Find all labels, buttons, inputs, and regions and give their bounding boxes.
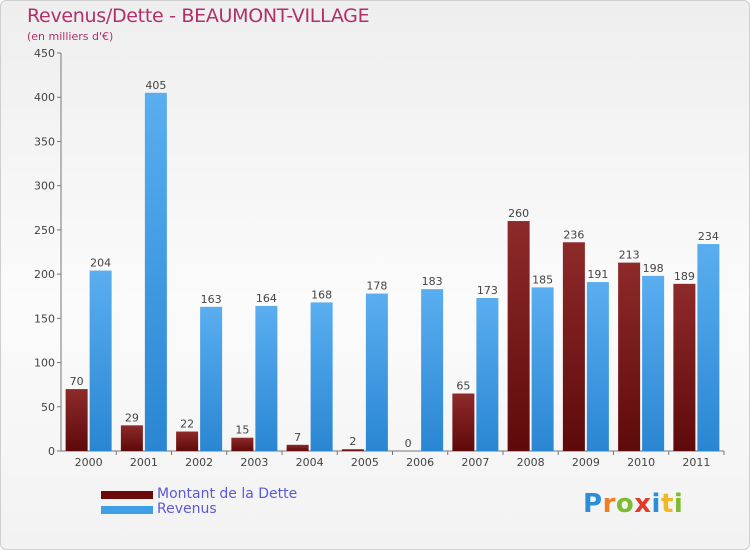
data-label-debt-2004: 7 (294, 431, 301, 444)
bar-revenue-2002 (200, 306, 223, 451)
data-label-revenue-2006: 183 (422, 275, 443, 288)
bar-debt-2011 (673, 283, 696, 451)
chart-title: Revenus/Dette - BEAUMONT-VILLAGE (27, 5, 370, 27)
y-tick-label: 350 (34, 135, 55, 148)
x-tick-label: 2005 (351, 456, 379, 469)
data-label-debt-2001: 29 (125, 411, 139, 424)
bar-debt-2008 (507, 221, 530, 451)
data-label-revenue-2007: 173 (477, 284, 498, 297)
bar-revenue-2005 (365, 293, 388, 451)
y-tick-label: 400 (34, 91, 55, 104)
data-label-revenue-2003: 164 (256, 292, 277, 305)
legend-label-revenue: Revenus (157, 501, 217, 517)
x-tick-label: 2001 (130, 456, 158, 469)
data-label-debt-2011: 189 (674, 270, 695, 283)
data-label-revenue-2010: 198 (643, 262, 664, 275)
y-tick-label: 250 (34, 224, 55, 237)
data-label-revenue-2001: 405 (145, 79, 166, 92)
x-tick-label: 2009 (572, 456, 600, 469)
x-tick-label: 2011 (682, 456, 710, 469)
y-tick-label: 150 (34, 312, 55, 325)
bar-revenue-2006 (421, 289, 444, 451)
x-tick-label: 2007 (461, 456, 489, 469)
y-tick-label: 0 (48, 445, 55, 458)
data-label-debt-2000: 70 (70, 375, 84, 388)
bar-debt-2001 (120, 425, 143, 451)
proxiti-logo: Proxiti (583, 489, 683, 519)
x-tick-label: 2004 (296, 456, 324, 469)
data-label-revenue-2008: 185 (532, 273, 553, 286)
y-tick-label: 300 (34, 180, 55, 193)
bar-debt-2007 (452, 393, 475, 451)
legend-item-revenue: Revenus (101, 502, 297, 517)
logo-letter: P (583, 489, 603, 519)
bar-revenue-2000 (89, 270, 112, 451)
logo-letter: i (651, 489, 661, 519)
y-tick-label: 50 (41, 401, 55, 414)
data-label-debt-2008: 260 (508, 207, 529, 220)
data-label-revenue-2009: 191 (587, 268, 608, 281)
bar-debt-2003 (231, 437, 254, 451)
data-label-revenue-2004: 168 (311, 288, 332, 301)
logo-letter: t (660, 489, 674, 519)
data-label-debt-2002: 22 (180, 418, 194, 431)
logo-letter: x (634, 489, 652, 519)
x-tick-label: 2003 (240, 456, 268, 469)
data-label-debt-2005: 2 (349, 435, 356, 448)
data-label-debt-2003: 15 (235, 424, 249, 437)
chart-subtitle: (en milliers d'€) (27, 30, 114, 43)
legend-swatch-debt (101, 490, 153, 499)
labels: 70 204 29 405 22 163 15 164 7 168 2 178 0 183 65 173 260… (70, 79, 719, 450)
x-tick-label: 2010 (627, 456, 655, 469)
bar-debt-2000 (65, 389, 88, 451)
legend-swatch-revenue (101, 505, 153, 514)
bar-revenue-2009 (586, 282, 609, 451)
data-label-debt-2007: 65 (456, 380, 470, 393)
bar-revenue-2008 (531, 287, 554, 451)
bar-revenue-2004 (310, 302, 333, 451)
data-label-debt-2010: 213 (619, 249, 640, 262)
data-label-revenue-2000: 204 (90, 257, 111, 270)
bar-debt-2004 (286, 444, 309, 451)
y-tick-label: 200 (34, 268, 55, 281)
logo-letter: o (615, 489, 635, 519)
y-tick-label: 100 (34, 357, 55, 370)
legend: Montant de la Dette Revenus (101, 487, 297, 517)
logo-letter: i (673, 489, 684, 519)
x-tick-label: 2000 (75, 456, 103, 469)
bar-revenue-2001 (144, 92, 167, 452)
bar-revenue-2010 (642, 275, 665, 451)
bar-revenue-2003 (255, 305, 278, 451)
data-label-revenue-2011: 234 (698, 230, 719, 243)
bars (65, 92, 720, 452)
data-label-debt-2009: 236 (563, 228, 584, 241)
bar-debt-2009 (562, 242, 585, 451)
bar-revenue-2011 (697, 244, 720, 451)
x-tick-label: 2008 (517, 456, 545, 469)
bar-debt-2002 (176, 431, 199, 451)
legend-item-debt: Montant de la Dette (101, 487, 297, 502)
bar-debt-2010 (618, 262, 641, 451)
data-label-revenue-2002: 163 (201, 293, 222, 306)
x-tick-label: 2002 (185, 456, 213, 469)
bar-debt-2005 (341, 449, 364, 451)
y-tick-label: 450 (34, 47, 55, 60)
bar-revenue-2007 (476, 297, 499, 451)
legend-label-debt: Montant de la Dette (157, 486, 298, 502)
data-label-revenue-2005: 178 (366, 280, 387, 293)
x-tick-label: 2006 (406, 456, 434, 469)
logo-letter: r (602, 489, 616, 519)
data-label-debt-2006: 0 (405, 437, 412, 450)
